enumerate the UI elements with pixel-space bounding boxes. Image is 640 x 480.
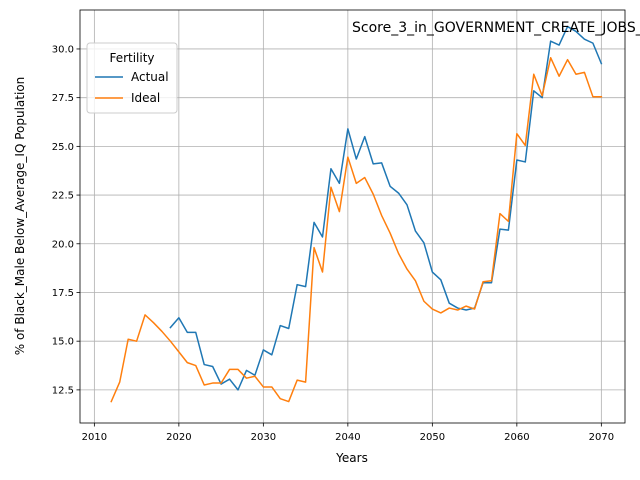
y-tick-label: 25.0 (52, 142, 74, 153)
gridlines (80, 10, 625, 423)
legend: Fertility Actual Ideal (86, 42, 178, 114)
y-axis-ticks: 12.5 15.0 17.5 20.0 22.5 25.0 27.5 30.0 (52, 44, 80, 396)
chart-title: Score_3_in_GOVERNMENT_CREATE_JOBS_for_Bl… (352, 20, 640, 36)
series-line-ideal (110, 56, 603, 403)
x-tick-label: 2070 (589, 432, 614, 443)
x-axis-ticks: 2010 2020 2030 2040 2050 2060 2070 (82, 423, 614, 443)
x-tick-label: 2060 (504, 432, 529, 443)
legend-label-ideal: Ideal (131, 91, 160, 105)
x-tick-label: 2010 (82, 432, 107, 443)
series-line-actual (169, 25, 603, 391)
y-tick-label: 12.5 (52, 385, 74, 396)
y-tick-label: 30.0 (52, 44, 74, 55)
y-tick-label: 15.0 (52, 337, 74, 348)
x-tick-label: 2030 (251, 432, 276, 443)
x-tick-label: 2020 (166, 432, 191, 443)
y-axis-label: % of Black_Male Below_Average_IQ Populat… (13, 77, 27, 356)
legend-label-actual: Actual (131, 70, 169, 84)
y-tick-label: 27.5 (52, 93, 74, 104)
x-tick-label: 2040 (335, 432, 360, 443)
y-tick-label: 17.5 (52, 288, 74, 299)
y-tick-label: 22.5 (52, 191, 74, 202)
legend-box (86, 42, 178, 114)
series-layer (110, 25, 603, 403)
legend-title: Fertility (109, 51, 154, 65)
plot-frame (79, 9, 626, 424)
y-tick-label: 20.0 (52, 239, 74, 250)
x-tick-label: 2050 (420, 432, 445, 443)
x-axis-label: Years (335, 451, 368, 465)
